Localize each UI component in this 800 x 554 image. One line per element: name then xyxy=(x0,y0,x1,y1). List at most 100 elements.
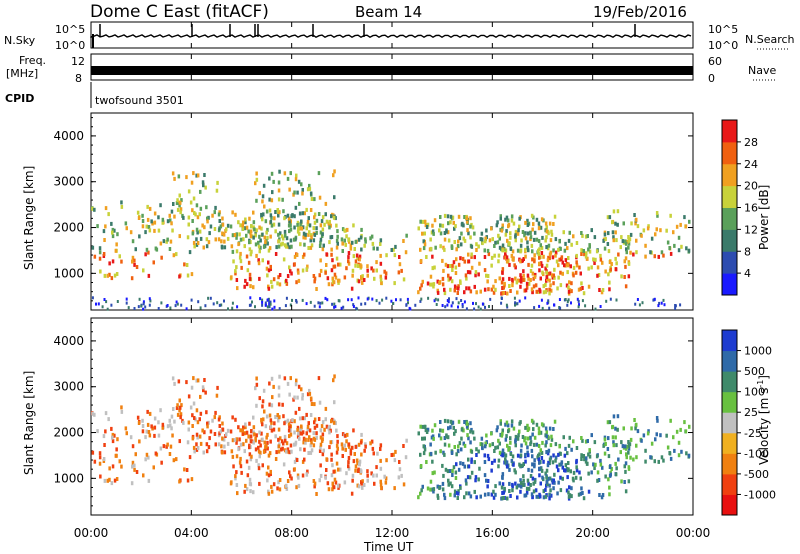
power-cell xyxy=(238,255,242,260)
velocity-cell xyxy=(497,464,500,469)
velocity-cell xyxy=(454,470,458,475)
velocity-cell xyxy=(516,436,520,441)
velocity-cell xyxy=(298,436,301,441)
velocity-cell xyxy=(272,482,276,487)
power-cell xyxy=(137,305,140,309)
power-cell xyxy=(261,300,264,304)
velocity-cell xyxy=(532,442,536,447)
velocity-cell xyxy=(475,453,478,457)
power-cell xyxy=(441,304,444,307)
velocity-cell xyxy=(345,439,348,444)
power-cell xyxy=(501,267,505,272)
power-cell xyxy=(176,207,180,212)
velocity-cell xyxy=(539,448,542,453)
power-cell xyxy=(516,231,520,236)
velocity-cell xyxy=(633,418,636,422)
power-cell xyxy=(335,223,338,228)
power-cell xyxy=(255,198,258,203)
power-cell xyxy=(131,239,135,244)
velocity-cell xyxy=(278,415,281,420)
velocity-cell xyxy=(129,435,133,440)
velocity-cell xyxy=(278,442,281,447)
power-cell xyxy=(460,299,463,302)
velocity-cell xyxy=(199,411,203,416)
velocity-cell xyxy=(580,457,583,461)
velocity-cell xyxy=(203,378,206,382)
power-cell xyxy=(444,262,448,267)
power-cell xyxy=(376,246,379,251)
velocity-cell xyxy=(559,475,562,480)
velocity-cell xyxy=(239,428,242,433)
power-cell xyxy=(570,301,572,305)
velocity-cell xyxy=(530,418,534,423)
power-cell xyxy=(310,233,313,238)
power-cell xyxy=(259,297,262,301)
power-cell xyxy=(295,299,298,302)
power-cell xyxy=(267,286,271,291)
power-cell xyxy=(497,259,500,264)
velocity-cell xyxy=(293,459,297,464)
velocity-cell xyxy=(560,460,564,465)
power-cell xyxy=(469,235,472,240)
power-cell xyxy=(599,305,602,308)
power-cell xyxy=(479,237,482,242)
velocity-cell xyxy=(347,460,350,465)
power-colorbar-label: Power [dB] xyxy=(757,185,771,250)
velocity-cell xyxy=(551,480,555,485)
velocity-cell xyxy=(110,426,113,431)
power-cell xyxy=(455,257,458,262)
velocity-cell xyxy=(272,384,275,389)
power-cell xyxy=(243,244,246,249)
power-cell xyxy=(518,224,521,229)
power-cell xyxy=(326,276,330,281)
colorbar-swatch xyxy=(722,330,737,352)
power-cell xyxy=(537,248,540,253)
velocity-ylabel: Slant Range [km] xyxy=(22,371,36,475)
velocity-cell xyxy=(245,487,249,492)
power-cell xyxy=(475,290,478,295)
power-cell xyxy=(178,193,181,198)
power-ylabel: Slant Range [km] xyxy=(22,166,36,270)
velocity-cell xyxy=(438,486,441,490)
power-cell xyxy=(533,259,536,264)
velocity-cell xyxy=(243,431,247,436)
velocity-cell xyxy=(349,448,353,453)
velocity-cell xyxy=(457,449,460,454)
power-cell xyxy=(202,183,205,188)
power-cell xyxy=(176,302,179,306)
power-cell xyxy=(333,302,336,306)
velocity-cell xyxy=(300,431,304,436)
velocity-cell xyxy=(447,482,450,487)
power-cell xyxy=(105,300,108,304)
velocity-cell xyxy=(199,394,202,399)
power-cell xyxy=(588,249,592,254)
power-cell xyxy=(345,234,348,239)
velocity-cell xyxy=(548,426,552,431)
power-cell xyxy=(285,244,288,249)
velocity-cell xyxy=(336,434,339,439)
velocity-cell xyxy=(556,491,559,496)
velocity-cell xyxy=(277,444,281,449)
velocity-cell xyxy=(202,388,205,393)
power-cell xyxy=(489,297,492,301)
y-tick-label: 2000 xyxy=(53,426,84,440)
velocity-cell xyxy=(529,440,533,445)
nave-tick-bottom: 0 xyxy=(708,72,715,85)
velocity-cell xyxy=(575,446,579,450)
velocity-cell xyxy=(550,434,553,439)
power-cell xyxy=(463,300,466,304)
power-cell xyxy=(505,255,509,260)
velocity-cell xyxy=(252,425,256,430)
power-cell xyxy=(687,248,691,253)
velocity-cell xyxy=(302,440,305,445)
velocity-cell xyxy=(114,453,118,458)
power-cell xyxy=(175,252,178,257)
velocity-cell xyxy=(450,484,454,489)
velocity-cell xyxy=(347,442,351,447)
power-cell xyxy=(460,242,463,247)
power-cell xyxy=(305,226,308,231)
velocity-cell xyxy=(221,421,224,426)
velocity-cell xyxy=(590,470,593,475)
